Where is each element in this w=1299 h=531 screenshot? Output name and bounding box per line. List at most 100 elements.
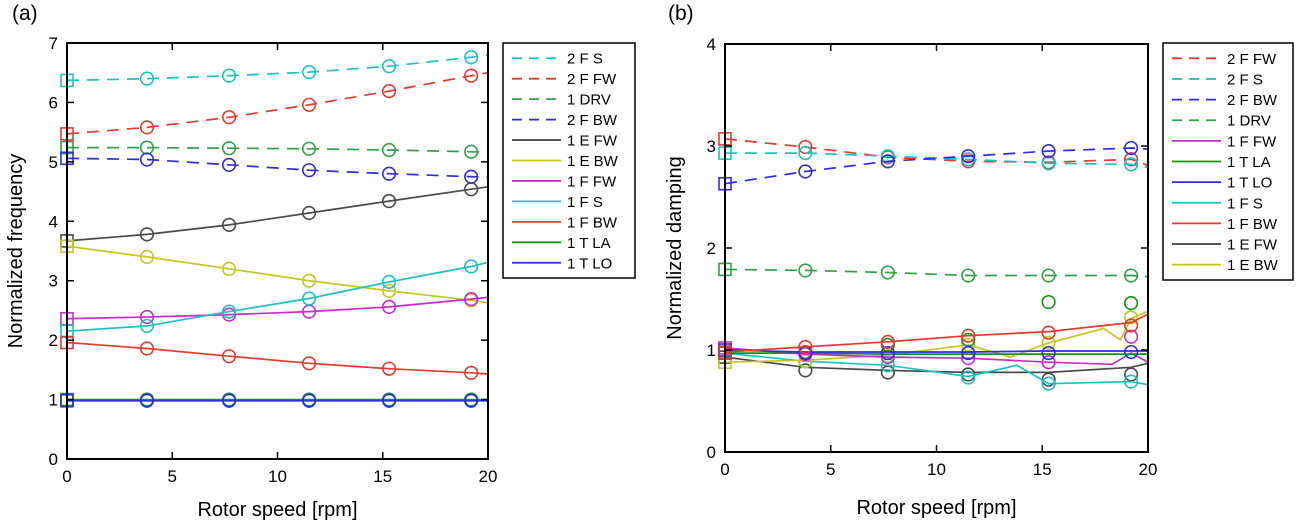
- marker-circle-1-f-bw-a: [464, 365, 479, 380]
- marker-circle-1-drv-b: [961, 268, 976, 283]
- x-tick-label-a: 10: [268, 467, 287, 486]
- marker-circle-1-drv-a: [464, 144, 479, 159]
- legend-label-1-e-fw-b: 1 E FW: [1227, 237, 1278, 254]
- series-line-1-f-bw-b: [724, 313, 1149, 353]
- legend-label-2-f-bw-a: 2 F BW: [567, 112, 618, 129]
- legend-entry-1-f-s-b: 1 F S: [1172, 195, 1263, 212]
- marker-circle-2-f-bw-a: [221, 157, 237, 172]
- marker-circle-2-f-s-b: [880, 149, 895, 164]
- legend-label-1-e-bw-a: 1 E BW: [567, 153, 619, 170]
- marker-circle-1-t-lo-a: [221, 393, 237, 408]
- legend-entry-2-f-s-b: 2 F S: [1172, 71, 1263, 88]
- legend-entry-1-e-fw-b: 1 E FW: [1172, 237, 1278, 254]
- marker-circle-1-e-fw-a: [221, 217, 237, 232]
- marker-circle-1-f-bw-a: [139, 341, 155, 356]
- marker-circle-2-f-fw-a: [221, 110, 237, 125]
- legend-label-2-f-bw-b: 2 F BW: [1227, 92, 1278, 109]
- marker-circle-1-f-bw-b: [961, 328, 976, 343]
- marker-circle-1-e-fw-a: [301, 205, 317, 221]
- legend-label-1-t-lo-b: 1 T LO: [1227, 175, 1272, 192]
- marker-circle-1-t-lo-a: [464, 393, 479, 408]
- y-tick-label-b: 1: [707, 341, 716, 360]
- x-tick-label-a: 20: [479, 467, 498, 486]
- y-tick-label-b: 0: [707, 443, 716, 462]
- legend-entry-1-f-bw-a: 1 F BW: [512, 214, 618, 231]
- series-line-2-f-bw-a: [66, 157, 489, 179]
- marker-circle-2-f-bw-b: [961, 149, 976, 164]
- marker-circle-1-f-s-b: [1123, 374, 1139, 389]
- series-line-1-t-la-b: [725, 352, 1148, 355]
- marker-circle-1-f-bw-b: [798, 339, 813, 355]
- legend-label-2-f-fw-a: 2 F FW: [567, 71, 617, 88]
- series-line-1-f-s-b: [724, 352, 1149, 386]
- x-tick-label-b: 5: [826, 460, 835, 479]
- legend-entry-1-t-lo-b: 1 T LO: [1172, 175, 1272, 192]
- x-tick-label-a: 15: [373, 467, 392, 486]
- panel-b-label: (b): [668, 2, 694, 25]
- legend-entry-1-drv-a: 1 DRV: [512, 92, 611, 109]
- marker-circle-1-drv-b: [880, 265, 895, 280]
- legend-label-1-drv-b: 1 DRV: [1227, 113, 1271, 130]
- legend-label-1-e-bw-b: 1 E BW: [1227, 257, 1279, 274]
- marker-circle-1-f-bw-a: [301, 356, 317, 371]
- legend-entry-1-e-bw-b: 1 E BW: [1172, 257, 1279, 274]
- legend-entry-1-t-la-a: 1 T LA: [512, 235, 611, 252]
- y-tick-label-b: 2: [707, 239, 716, 258]
- marker-circle-2-f-s-a: [381, 59, 397, 74]
- marker-circle-1-drv-a: [301, 141, 317, 156]
- marker-circle-2-f-bw-b: [1041, 144, 1056, 159]
- marker-circle-2-f-s-b: [1123, 157, 1139, 172]
- legend-entry-1-t-lo-a: 1 T LO: [512, 255, 612, 272]
- legend-label-2-f-fw-b: 2 F FW: [1227, 51, 1277, 68]
- y-axis-label-a: Normalized frequency: [5, 154, 27, 349]
- marker-circle-1-f-fw-a: [381, 299, 397, 314]
- series-line-1-e-bw-a: [66, 245, 489, 304]
- marker-circle-1-e-bw-a: [381, 283, 397, 298]
- marker-circle-2-f-bw-a: [301, 163, 317, 178]
- marker-circle-1-f-bw-a: [221, 349, 237, 364]
- legend-label-1-f-s-b: 1 F S: [1227, 195, 1263, 212]
- marker-circle-1-f-s-a: [301, 291, 317, 306]
- marker-circle-1-f-fw-a: [464, 292, 479, 307]
- marker-circle-1-e-fw-a: [381, 193, 397, 209]
- y-tick-label-a: 6: [49, 93, 58, 112]
- marker-circle-1-e-bw-a: [139, 249, 155, 265]
- marker-circle-1-e-fw-b: [961, 367, 976, 382]
- legend-entry-2-f-bw-a: 2 F BW: [512, 112, 618, 129]
- x-tick-label-b: 20: [1139, 460, 1158, 479]
- marker-circle-1-f-s-a: [464, 259, 479, 274]
- marker-circle-1-f-fw-b: [1041, 355, 1056, 370]
- marker-circle-1-e-fw-b: [880, 365, 895, 380]
- legend-label-1-f-bw-a: 1 F BW: [567, 214, 618, 231]
- marker-circle-1-t-la-b: [1123, 295, 1139, 311]
- marker-circle-2-f-bw-b: [798, 164, 813, 179]
- series-line-1-f-fw-a: [66, 296, 489, 320]
- marker-circle-1-t-lo-b: [1041, 345, 1056, 361]
- marker-circle-1-f-fw-a: [139, 309, 155, 325]
- marker-circle-1-t-la-b: [1041, 294, 1056, 310]
- marker-circle-1-drv-b: [798, 263, 813, 278]
- y-axis-label-b: Normalized damping: [664, 156, 686, 339]
- marker-circle-1-e-fw-a: [464, 182, 479, 197]
- marker-circle-2-f-fw-a: [381, 84, 397, 99]
- marker-circle-1-e-bw-b: [1041, 335, 1056, 350]
- legend-label-2-f-s-b: 2 F S: [1227, 71, 1263, 88]
- marker-circle-1-drv-b: [1041, 268, 1056, 283]
- x-tick-label-b: 15: [1033, 460, 1052, 479]
- legend-label-1-f-s-a: 1 F S: [567, 194, 603, 211]
- series-line-1-f-s-a: [66, 261, 489, 333]
- x-tick-label-b: 10: [927, 460, 946, 479]
- marker-circle-1-f-s-b: [961, 370, 976, 385]
- marker-circle-1-f-bw-b: [1123, 318, 1139, 333]
- legend-entry-1-f-bw-b: 1 F BW: [1172, 216, 1278, 233]
- marker-circle-2-f-bw-a: [139, 152, 155, 167]
- marker-circle-2-f-fw-a: [464, 68, 479, 83]
- panel-a-label: (a): [12, 2, 38, 25]
- x-tick-label-a: 0: [62, 467, 71, 486]
- legend-label-1-t-la-a: 1 T LA: [567, 235, 611, 252]
- legend-b: 2 F FW 2 F S 2 F BW 1 DRV 1 F FW 1 T LA 1 T LO…: [1162, 42, 1294, 281]
- marker-circle-1-f-s-a: [139, 318, 155, 333]
- series-line-1-f-bw-a: [66, 341, 489, 375]
- marker-circle-2-f-bw-a: [381, 166, 397, 181]
- legend-a: 2 F S 2 F FW 1 DRV 2 F BW 1 E FW 1 E BW 1 F FW…: [502, 42, 636, 279]
